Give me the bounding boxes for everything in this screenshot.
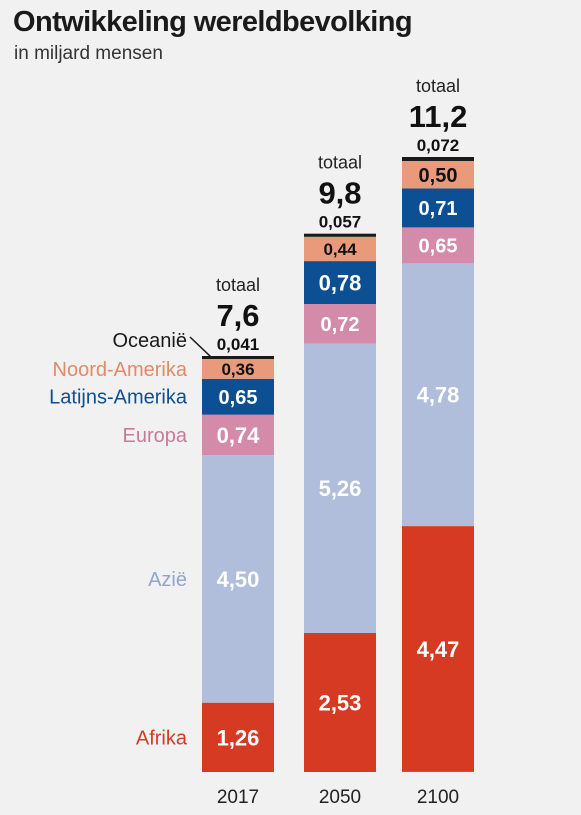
value-label-latijns-amerika-2017: 0,65	[219, 387, 258, 409]
legend-latijns-amerika: Latijns-Amerika	[49, 387, 188, 409]
bar-oceanie-2050	[304, 233, 376, 237]
bar-noord-amerika-2100	[402, 160, 474, 189]
bar-azie-2100	[402, 263, 474, 527]
legend-azie: Azië	[148, 569, 187, 591]
legend-europa: Europa	[123, 425, 188, 447]
bar-afrika-2017	[202, 702, 274, 772]
bar-afrika-2050	[304, 632, 376, 772]
chart-subtitle: in miljard mensen	[14, 43, 163, 64]
legend-afrika: Afrika	[136, 727, 188, 749]
x-tick-label-2050: 2050	[319, 787, 361, 808]
bar-oceanie-2017	[202, 356, 274, 359]
x-tick-label-2017: 2017	[217, 787, 259, 808]
value-label-azie-2050: 5,26	[319, 476, 362, 501]
legend-oceanie: Oceanië	[113, 330, 188, 352]
total-value-2017: 7,6	[216, 298, 259, 333]
bar-europa-2050	[304, 303, 376, 344]
value-label-oceanie-2017: 0,041	[217, 335, 260, 354]
bar-latijns-amerika-2050	[304, 261, 376, 304]
value-label-afrika-2017: 1,26	[217, 725, 260, 750]
bar-noord-amerika-2017	[202, 359, 274, 379]
total-value-2100: 11,2	[409, 99, 468, 134]
bar-azie-2050	[304, 343, 376, 633]
total-caption-2100: totaal	[416, 76, 460, 96]
value-label-afrika-2050: 2,53	[319, 690, 362, 715]
value-label-azie-2100: 4,78	[417, 383, 460, 408]
value-label-europa-2017: 0,74	[217, 423, 261, 448]
x-tick-label-2100: 2100	[417, 787, 459, 808]
bar-oceanie-2100	[402, 157, 474, 161]
chart-title: Ontwikkeling wereldbevolking	[13, 6, 413, 38]
value-label-oceanie-2100: 0,072	[417, 136, 460, 155]
bar-afrika-2100	[402, 526, 474, 772]
bar-latijns-amerika-2100	[402, 188, 474, 228]
bar-latijns-amerika-2017	[202, 378, 274, 415]
value-label-noord-amerika-2100: 0,50	[419, 165, 458, 187]
value-label-afrika-2100: 4,47	[417, 637, 460, 662]
value-label-oceanie-2050: 0,057	[319, 213, 362, 232]
oceanie-leader-line	[189, 336, 213, 359]
value-label-noord-amerika-2050: 0,44	[323, 240, 357, 259]
bar-noord-amerika-2050	[304, 236, 376, 262]
value-label-azie-2017: 4,50	[217, 567, 260, 592]
total-caption-2050: totaal	[318, 153, 362, 173]
value-label-europa-2100: 0,65	[419, 236, 458, 258]
value-label-europa-2050: 0,72	[321, 314, 360, 336]
total-caption-2017: totaal	[216, 275, 260, 295]
legend-noord-amerika: Noord-Amerika	[53, 359, 188, 381]
value-label-latijns-amerika-2050: 0,78	[319, 270, 362, 295]
bar-azie-2017	[202, 455, 274, 703]
bar-europa-2017	[202, 414, 274, 456]
value-label-noord-amerika-2017: 0,36	[221, 360, 254, 379]
value-label-latijns-amerika-2100: 0,71	[419, 198, 458, 220]
total-value-2050: 9,8	[318, 176, 361, 211]
bar-europa-2100	[402, 227, 474, 264]
